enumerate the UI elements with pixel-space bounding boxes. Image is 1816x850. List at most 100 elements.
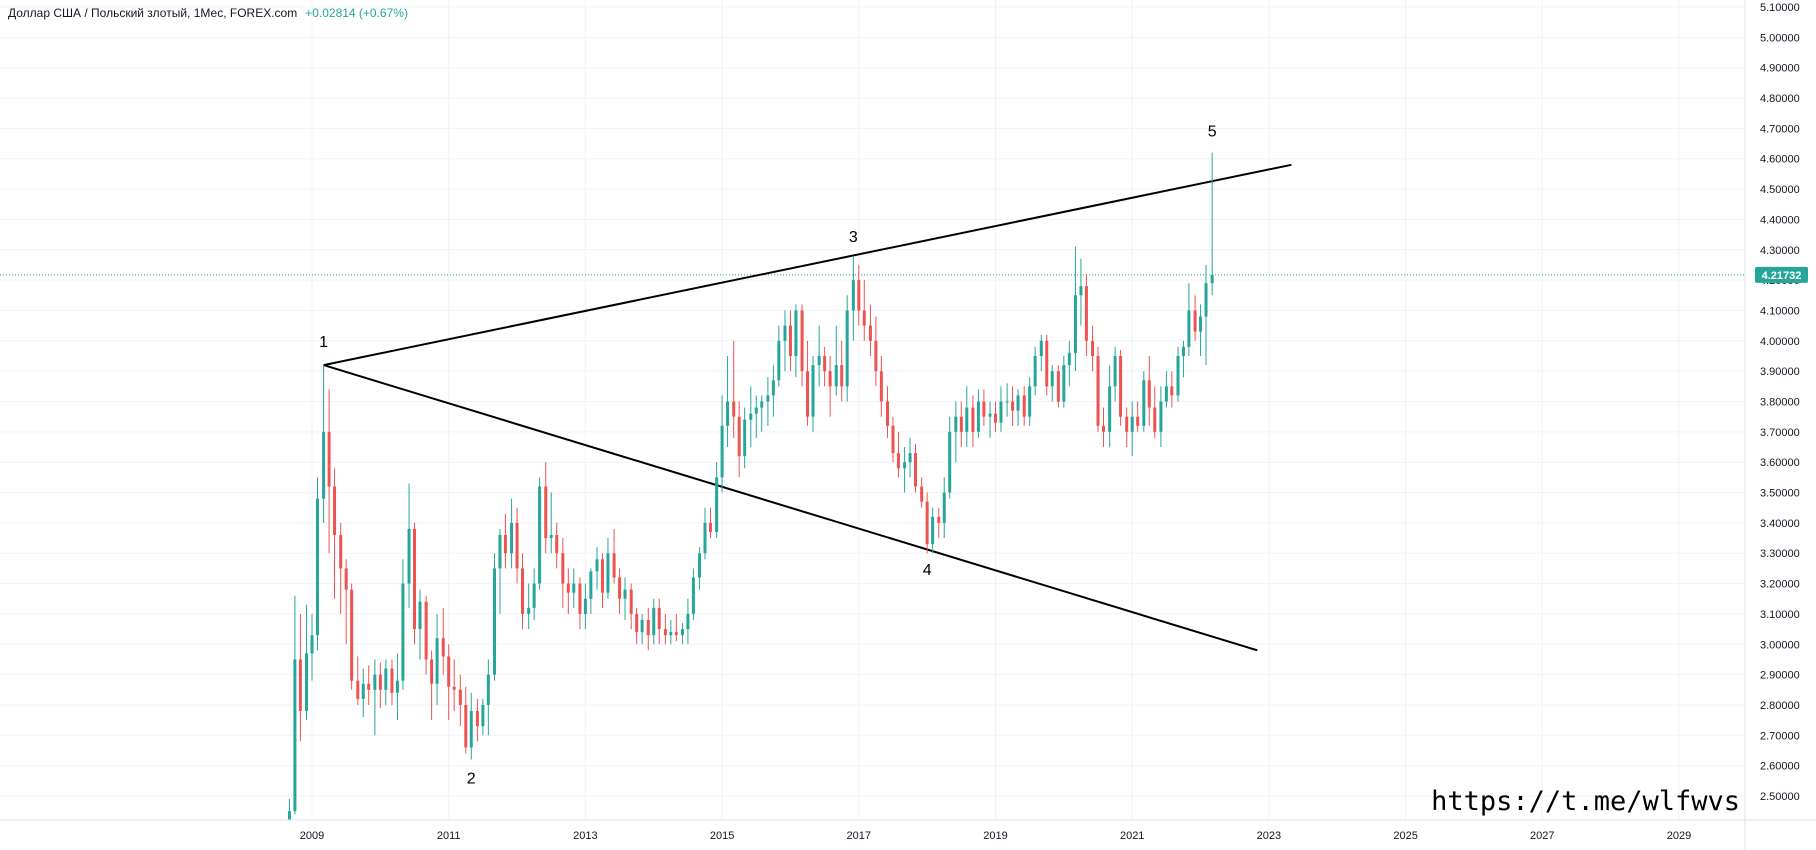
candle-body xyxy=(401,583,405,681)
candle-body xyxy=(914,453,918,487)
price-tick-label: 4.60000 xyxy=(1760,154,1800,166)
candle-body xyxy=(669,632,673,636)
candle-body xyxy=(1005,401,1009,403)
candle-body xyxy=(481,704,485,727)
candle-body xyxy=(310,635,314,654)
candle-body xyxy=(407,528,411,584)
candle-body xyxy=(1170,386,1174,396)
candle-body xyxy=(1125,416,1129,432)
candle-body xyxy=(350,589,354,681)
candle-body xyxy=(788,325,792,356)
price-tick-label: 4.70000 xyxy=(1760,123,1800,135)
candle-body xyxy=(783,325,787,341)
price-tick-label: 3.70000 xyxy=(1760,427,1800,439)
price-tick-label: 4.80000 xyxy=(1760,93,1800,105)
candle-body xyxy=(418,601,422,630)
candle-body xyxy=(1136,416,1140,426)
time-tick-label: 2027 xyxy=(1530,830,1554,842)
candle-body xyxy=(754,407,758,414)
candle-body xyxy=(771,380,775,396)
candle-body xyxy=(959,416,963,432)
time-tick-label: 2015 xyxy=(710,830,734,842)
price-tick-label: 2.90000 xyxy=(1760,670,1800,682)
wave-label-1: 1 xyxy=(319,334,328,351)
candle-body xyxy=(1119,355,1123,417)
candle-body xyxy=(521,568,525,614)
candle-body xyxy=(486,674,490,705)
watermark-link: https://t.me/wlfwvs xyxy=(1431,786,1740,817)
candle-body xyxy=(800,310,804,372)
time-tick-label: 2023 xyxy=(1257,830,1281,842)
candle-body xyxy=(298,659,302,712)
candle-body xyxy=(811,365,815,417)
candle-body xyxy=(623,589,627,599)
candle-body xyxy=(378,674,382,690)
candle-body xyxy=(726,401,730,426)
candle-body xyxy=(1159,401,1163,432)
wave-annotations: 1 2 3 4 5 xyxy=(319,124,1217,788)
candle-body xyxy=(1084,286,1088,341)
candle-body xyxy=(498,535,502,569)
candle-body xyxy=(874,340,878,372)
candle-body xyxy=(469,711,473,748)
trendline xyxy=(323,364,1258,652)
candle-body xyxy=(891,425,895,454)
candle-body xyxy=(561,553,565,584)
chart-header: Доллар США / Польский злотый, 1Мес, FORE… xyxy=(8,6,408,20)
last-price-badge xyxy=(1755,266,1808,283)
candle-body xyxy=(327,431,331,487)
price-tick-label: 4.00000 xyxy=(1760,336,1800,348)
time-tick-label: 2013 xyxy=(573,830,597,842)
candle-body xyxy=(896,453,900,469)
price-tick-label: 4.10000 xyxy=(1760,305,1800,317)
candle-body xyxy=(322,431,326,499)
candle-body xyxy=(994,413,997,423)
candle-body xyxy=(356,680,360,699)
candle-body xyxy=(732,401,736,417)
candle-body xyxy=(395,680,399,693)
candle-body xyxy=(903,462,907,469)
candle-body xyxy=(937,516,941,523)
candle-body xyxy=(1147,380,1151,408)
candle-body xyxy=(583,598,587,614)
trendlines xyxy=(323,163,1292,652)
candle-body xyxy=(413,528,417,630)
candle-body xyxy=(527,607,531,614)
candle-body xyxy=(1199,316,1203,332)
candle-body xyxy=(544,486,548,539)
candle-body xyxy=(766,395,770,402)
candle-body xyxy=(618,577,622,599)
time-tick-label: 2021 xyxy=(1120,830,1144,842)
price-tick-label: 3.20000 xyxy=(1760,579,1800,591)
candle-body xyxy=(971,407,975,432)
candle-body xyxy=(510,522,514,554)
candle-body xyxy=(663,629,667,636)
candle-body xyxy=(834,365,838,387)
candle-body xyxy=(367,683,371,690)
candle-body xyxy=(435,638,439,684)
candle-body xyxy=(458,689,462,705)
candle-body xyxy=(851,280,855,311)
time-axis[interactable]: 2009 2011 2013 2015 2017 2019 2021 2023 2025 2027… xyxy=(0,819,1816,842)
time-tick-label: 2019 xyxy=(983,830,1007,842)
price-tick-label: 3.40000 xyxy=(1760,518,1800,530)
candle-body xyxy=(344,568,348,590)
price-axis[interactable]: 5.10000 5.00000 4.90000 4.80000 4.70000 4.600… xyxy=(1744,0,1808,850)
candle-body xyxy=(635,613,639,633)
candle-body xyxy=(715,477,719,532)
candle-body xyxy=(1210,274,1214,284)
candle-body xyxy=(1011,401,1015,411)
candle-body xyxy=(475,711,479,727)
price-tick-label: 3.10000 xyxy=(1760,609,1800,621)
candle-body xyxy=(424,601,428,660)
candle-body xyxy=(806,371,810,417)
candle-body xyxy=(532,583,536,608)
price-tick-label: 5.10000 xyxy=(1760,2,1800,14)
candle-body xyxy=(572,583,576,593)
price-tick-label: 5.00000 xyxy=(1760,32,1800,44)
price-tick-label: 3.90000 xyxy=(1760,366,1800,378)
trendline xyxy=(323,163,1292,367)
price-tick-label: 3.60000 xyxy=(1760,457,1800,469)
candle-body xyxy=(315,498,319,636)
